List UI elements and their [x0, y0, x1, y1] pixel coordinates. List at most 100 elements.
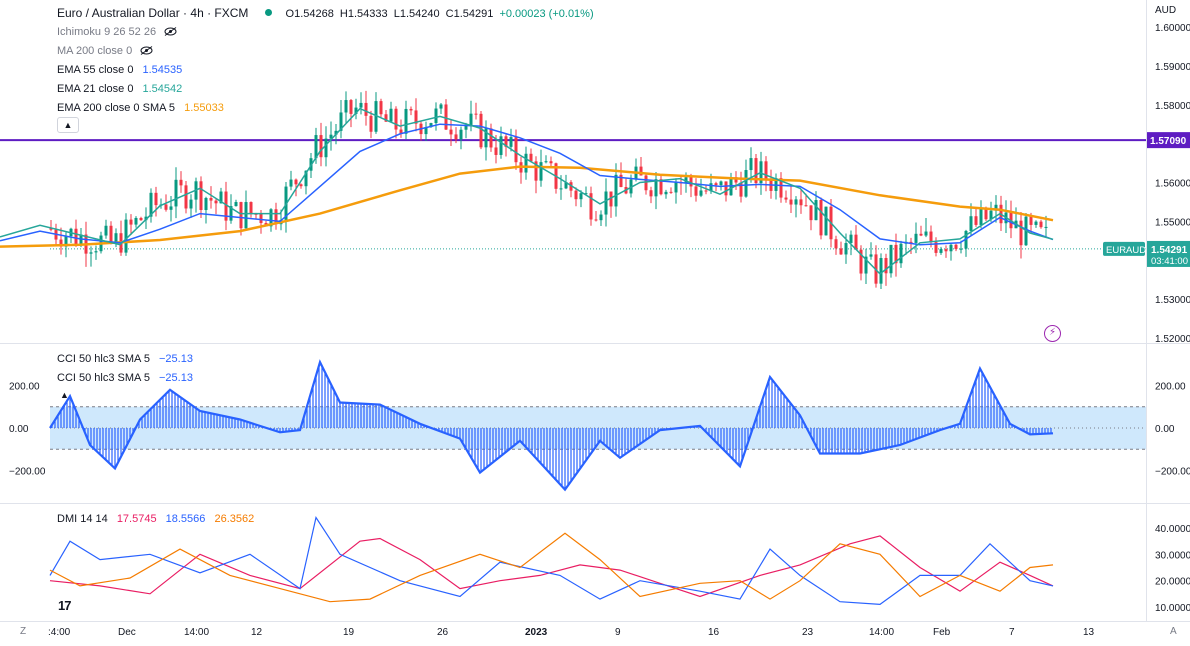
candle-body	[114, 233, 118, 243]
price-tick-label: 1.60000	[1155, 23, 1190, 34]
symbol-title[interactable]: Euro / Australian Dollar · 4h · FXCM	[57, 6, 249, 20]
timezone-corner[interactable]: Z	[20, 626, 27, 637]
auto-scale-corner[interactable]: A	[1170, 626, 1177, 637]
indicator-label: EMA 200 close 0 SMA 5	[57, 102, 176, 114]
candle-body	[244, 202, 248, 229]
candle-body	[464, 126, 468, 130]
candle-body	[134, 217, 138, 225]
time-tick-label: 14:00	[869, 627, 894, 638]
candle-body	[199, 181, 203, 211]
cci-legend-1[interactable]: CCI 50 hlc3 SMA 5 −25.13	[57, 371, 193, 385]
candle-body	[684, 177, 688, 183]
indicator-legend-0[interactable]: Ichimoku 9 26 52 26	[57, 25, 177, 39]
candle-body	[589, 193, 593, 220]
dmi-adx-value: 26.3562	[214, 513, 255, 525]
candle-body	[474, 113, 478, 115]
candle-body	[809, 205, 813, 221]
candle-body	[514, 137, 518, 163]
candle-body	[299, 184, 303, 187]
tradingview-logo[interactable]: 17	[58, 598, 72, 613]
price-tick-label: 1.53000	[1155, 295, 1190, 306]
indicator-label: MA 200 close 0	[57, 45, 133, 57]
candle-body	[204, 197, 208, 211]
candle-body	[974, 216, 978, 225]
candle-body	[329, 134, 333, 139]
candle-body	[834, 239, 838, 249]
candle-body	[504, 136, 508, 147]
collapse-legend-button[interactable]: ▲	[57, 117, 79, 133]
time-tick-label: :4:00	[48, 627, 71, 638]
candle-body	[439, 104, 443, 109]
candle-body	[364, 102, 368, 116]
candle-body	[959, 248, 963, 250]
indicator-legend-2[interactable]: EMA 55 close 0 1.54535	[57, 63, 182, 77]
price-tick-label: 1.55000	[1155, 217, 1190, 228]
candle-body	[574, 190, 578, 200]
candle-body	[694, 186, 698, 196]
candle-body	[549, 161, 553, 164]
candle-body	[129, 219, 133, 225]
candle-body	[609, 191, 613, 207]
time-tick-label: 12	[251, 627, 263, 638]
indicator-label: EMA 55 close 0	[57, 64, 134, 76]
open-value: O1.54268	[285, 8, 334, 20]
candle-body	[179, 179, 183, 186]
candle-body	[494, 147, 498, 155]
indicator-value: 1.54535	[142, 64, 183, 76]
candle-body	[924, 231, 928, 236]
candle-body	[249, 202, 253, 214]
lightning-icon[interactable]: ⚡	[1044, 325, 1061, 342]
candle-body	[524, 153, 528, 173]
indicator-legend-3[interactable]: EMA 21 close 0 1.54542	[57, 82, 182, 96]
candle-body	[779, 178, 783, 198]
indicator-legend-1[interactable]: MA 200 close 0	[57, 44, 153, 58]
candle-body	[714, 183, 718, 186]
candle-body	[139, 217, 143, 221]
cci-legend-0[interactable]: CCI 50 hlc3 SMA 5 −25.13	[57, 352, 193, 366]
candle-body	[544, 161, 548, 163]
dmi-label: DMI 14 14	[57, 513, 108, 525]
candle-body	[369, 115, 373, 132]
candle-body	[189, 199, 193, 209]
cci-tick-label-left: −200.00	[9, 467, 46, 478]
indicator-value: 1.55033	[184, 102, 224, 114]
candle-body	[564, 182, 568, 189]
price-tick-label: 1.58000	[1155, 101, 1190, 112]
candle-body	[234, 202, 238, 207]
candle-body	[269, 209, 273, 227]
candle-body	[839, 248, 843, 255]
candle-body	[599, 214, 603, 221]
time-tick-label: 19	[343, 627, 355, 638]
candle-body	[764, 161, 768, 181]
last-price-tag	[1147, 240, 1190, 267]
candle-body	[909, 241, 913, 243]
eye-hidden-icon[interactable]	[164, 27, 177, 36]
candle-body	[344, 100, 348, 113]
candle-body	[744, 170, 748, 197]
dmi-legend[interactable]: DMI 14 14 17.5745 18.5566 26.3562	[57, 512, 254, 526]
eye-hidden-icon[interactable]	[140, 46, 153, 55]
cci-tick-label-right: 0.00	[1155, 424, 1175, 435]
candle-body	[209, 197, 213, 201]
candle-body	[749, 158, 753, 171]
symbol-legend: Euro / Australian Dollar · 4h · FXCM O1.…	[57, 6, 597, 21]
candle-body	[389, 108, 393, 122]
cci-label: CCI 50 hlc3 SMA 5	[57, 353, 150, 365]
candle-body	[479, 113, 483, 148]
candle-body	[934, 242, 938, 253]
candle-body	[939, 249, 943, 253]
cci-tick-label-left: 200.00	[9, 382, 40, 393]
candle-body	[539, 162, 543, 181]
low-value: L1.54240	[393, 8, 440, 20]
time-tick-label: 16	[708, 627, 720, 638]
candle-body	[1034, 221, 1038, 225]
candle-body	[759, 161, 763, 184]
indicator-legend-4[interactable]: EMA 200 close 0 SMA 5 1.55033	[57, 101, 224, 115]
cci-value: −25.13	[159, 353, 193, 365]
cci-collapse-icon[interactable]: ▲	[60, 390, 69, 400]
candle-body	[89, 252, 93, 254]
candle-body	[919, 233, 923, 236]
candle-body	[59, 239, 63, 247]
